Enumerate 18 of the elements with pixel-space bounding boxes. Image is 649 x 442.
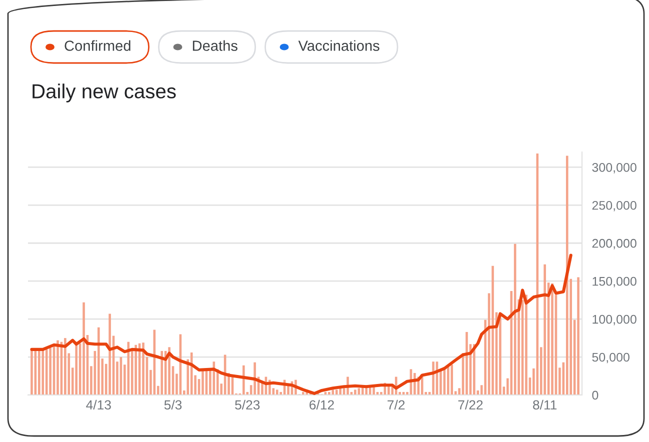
text: Deaths (192, 40, 238, 51)
x-tick-label: 5/3 (164, 400, 182, 410)
chart-title: Daily new cases (32, 84, 176, 102)
y-tick-label: 150,000 (592, 276, 636, 288)
x-tick-label: 6/12 (310, 400, 334, 410)
x-tick-label: 7/22 (458, 400, 483, 410)
x-tick-label: 7/2 (388, 400, 405, 410)
text: Confirmed (64, 40, 130, 51)
x-tick-label: 4/13 (86, 400, 111, 410)
x-tick-label: 5/23 (235, 400, 260, 410)
x-tick-label: 8/11 (533, 400, 557, 410)
y-tick-label: 100,000 (592, 314, 636, 326)
text: Vaccinations (298, 40, 380, 51)
y-tick-label: 0 (592, 390, 598, 400)
y-tick-label: 250,000 (592, 200, 636, 212)
y-tick-label: 50,000 (592, 352, 630, 364)
y-tick-label: 200,000 (592, 238, 636, 250)
y-tick-label: 300,000 (592, 162, 636, 174)
